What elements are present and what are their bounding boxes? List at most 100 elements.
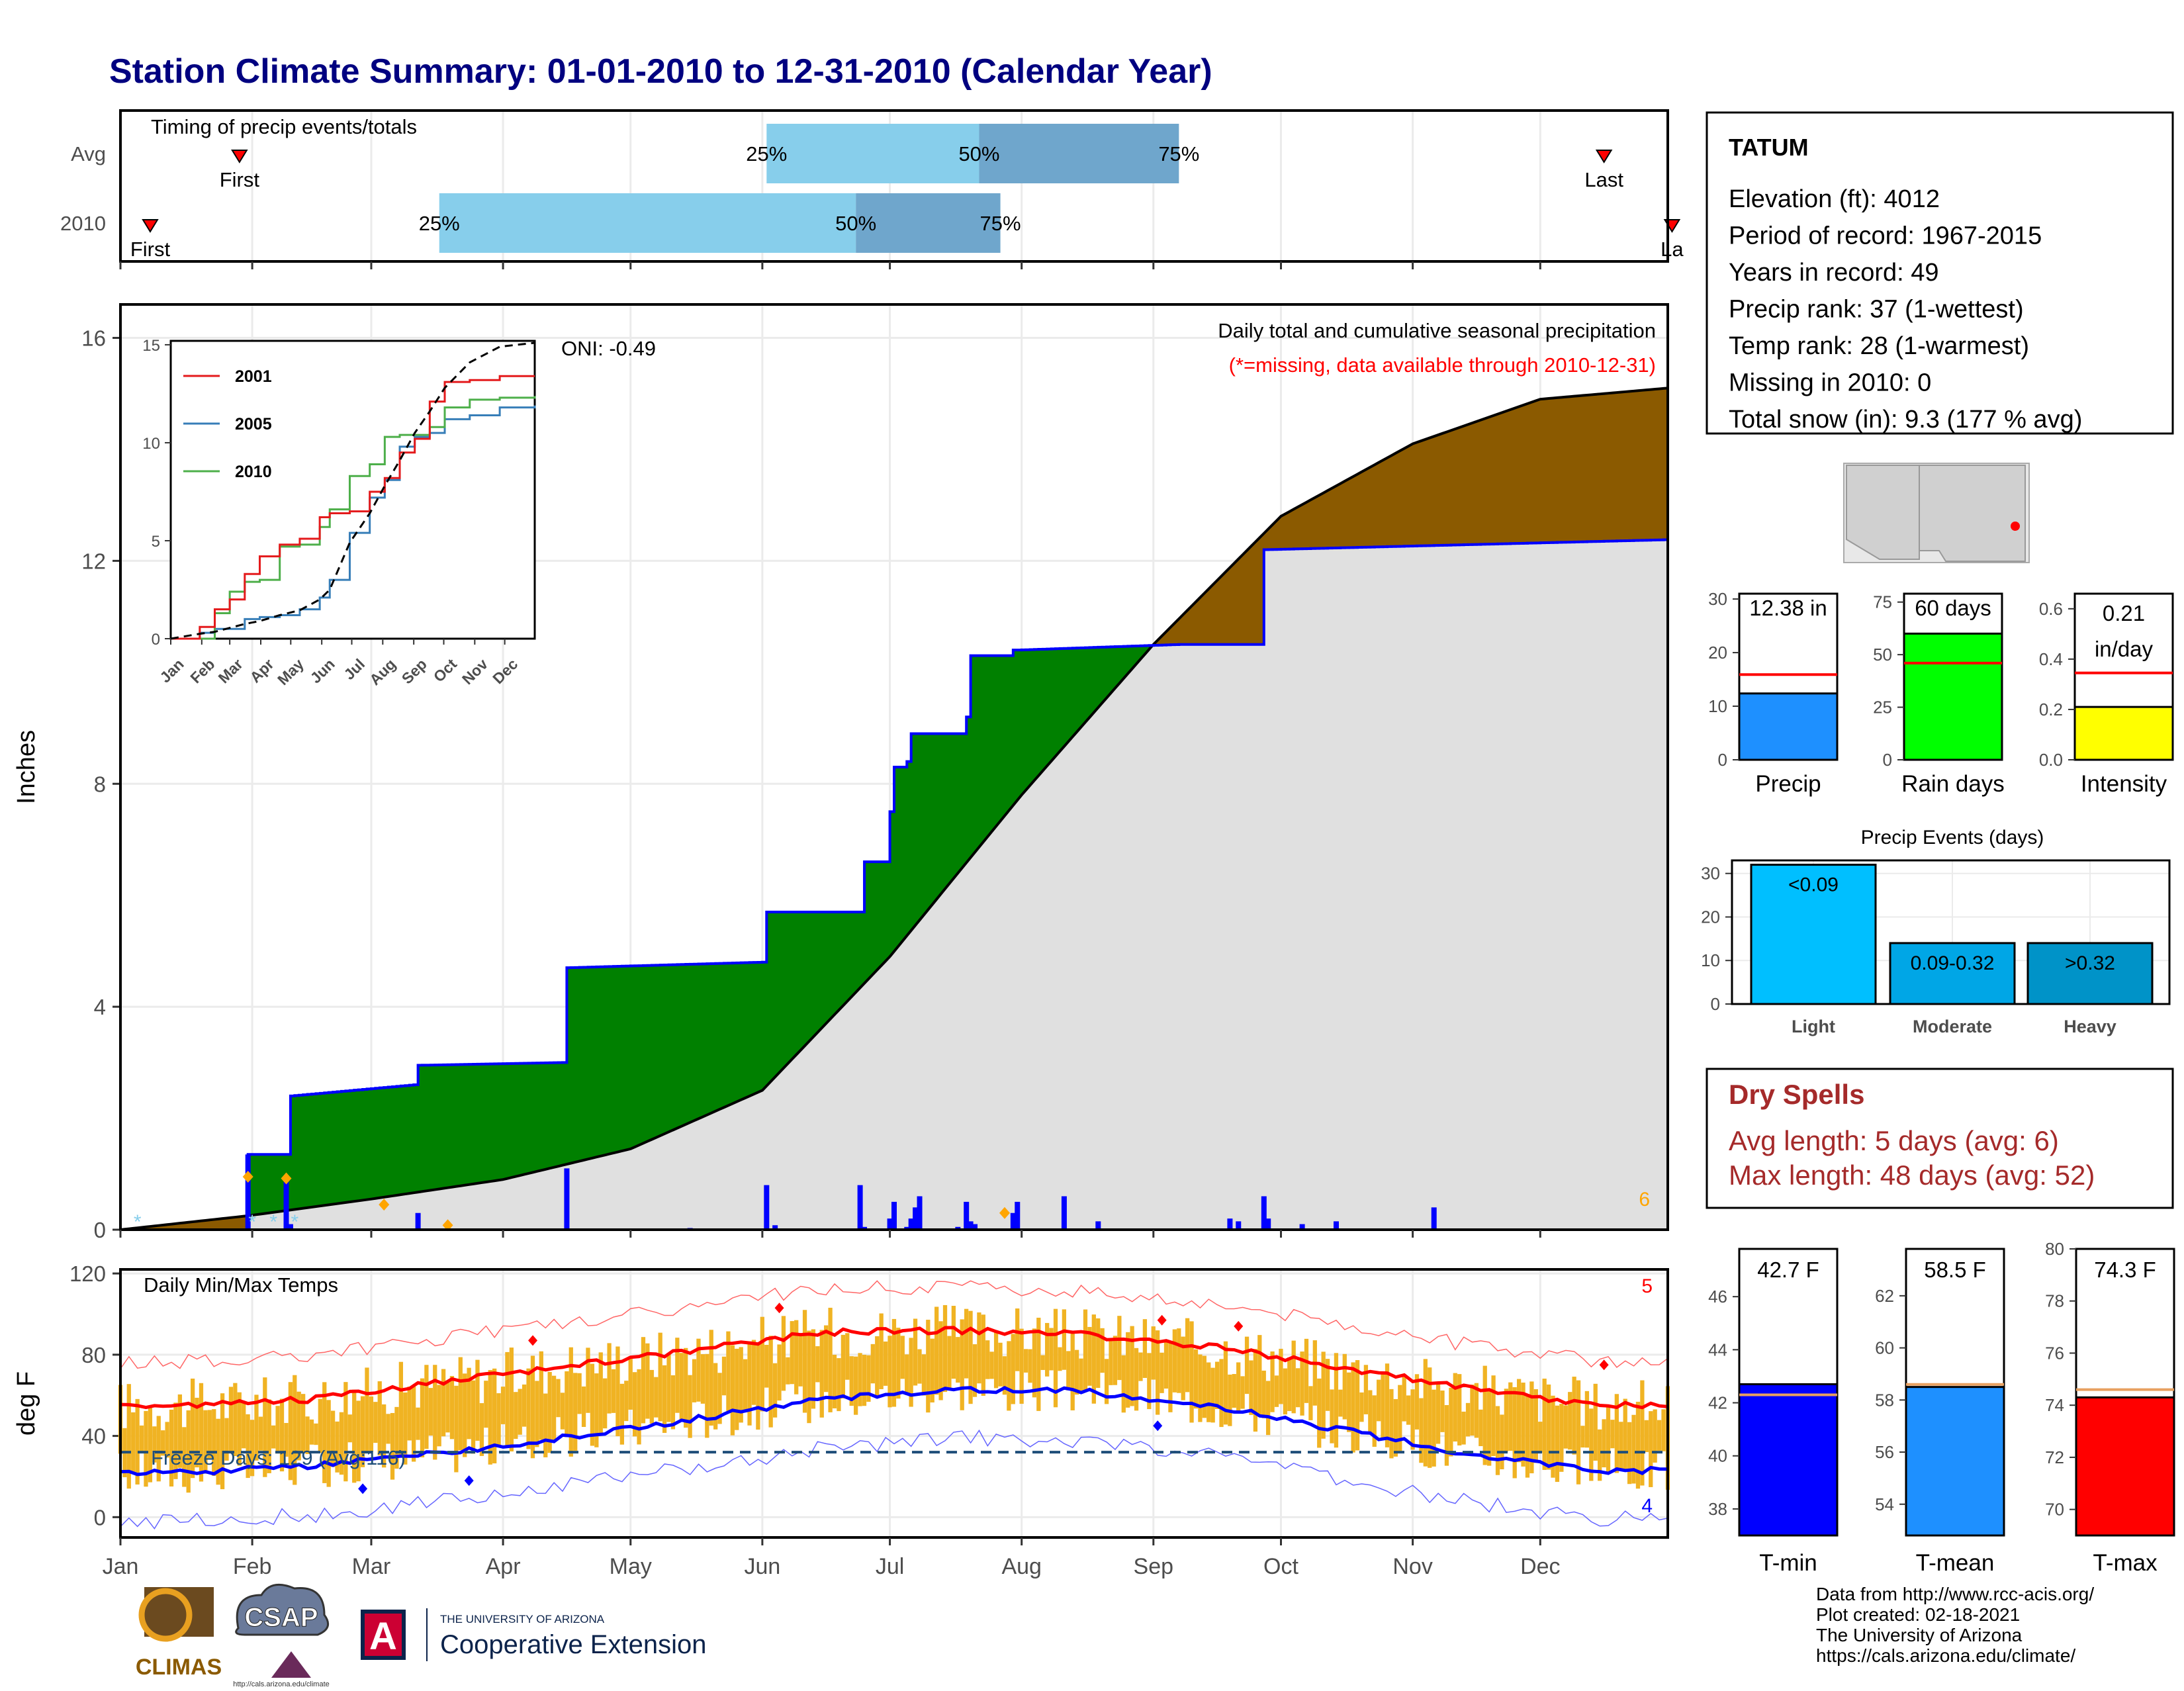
daily-temp-bar bbox=[1551, 1395, 1555, 1478]
daily-temp-bar bbox=[1228, 1374, 1232, 1426]
daily-temp-bar bbox=[1040, 1355, 1045, 1370]
daily-temp-bar bbox=[815, 1346, 820, 1383]
daily-temp-bar bbox=[165, 1422, 169, 1458]
daily-temp-bar bbox=[1479, 1409, 1483, 1447]
daily-temp-bar bbox=[458, 1357, 463, 1451]
daily-precip-bar-11 bbox=[904, 1226, 910, 1230]
daily-temp-bar bbox=[624, 1381, 629, 1422]
daily-temp-bar bbox=[560, 1393, 565, 1430]
daily-temp-bar bbox=[518, 1389, 522, 1435]
event-category-label-2: Heavy bbox=[2064, 1017, 2116, 1036]
daily-temp-bar bbox=[1627, 1422, 1632, 1485]
daily-temp-bar bbox=[1317, 1378, 1322, 1448]
climas-logo-sun bbox=[138, 1588, 193, 1642]
daily-precip-bar-13 bbox=[913, 1207, 919, 1230]
first-marker-1 bbox=[142, 219, 159, 233]
ua-logo-letter: A bbox=[369, 1615, 397, 1658]
daily-temp-bar bbox=[1640, 1380, 1645, 1486]
daily-temp-bar bbox=[1555, 1405, 1560, 1483]
daily-temp-bar bbox=[1325, 1359, 1330, 1411]
daily-precip-bar-12 bbox=[908, 1218, 914, 1230]
daily-temp-bar bbox=[590, 1363, 595, 1446]
daily-temp-bar bbox=[492, 1368, 497, 1464]
daily-precip-bar-22 bbox=[1227, 1218, 1233, 1230]
daily-temp-bar bbox=[441, 1369, 446, 1437]
daily-temp-bar bbox=[1351, 1362, 1355, 1453]
daily-temp-bar bbox=[1406, 1395, 1411, 1425]
daily-temp-bar bbox=[1377, 1379, 1381, 1422]
inset-frame bbox=[169, 340, 536, 640]
event-category-label-1: Moderate bbox=[1913, 1017, 1992, 1036]
daily-temp-bar bbox=[1602, 1419, 1606, 1468]
daily-temp-bar bbox=[1240, 1376, 1245, 1409]
dry-spell-line-0: Avg length: 5 days (avg: 6) bbox=[1729, 1125, 2059, 1156]
daily-temp-bar bbox=[343, 1382, 348, 1482]
precip-ytick-label-2: 8 bbox=[94, 772, 106, 796]
temp-ytick-label-1: 40 bbox=[81, 1424, 106, 1449]
daily-temp-bar bbox=[649, 1369, 654, 1424]
summary-tick-label-0-2: 20 bbox=[1708, 643, 1727, 663]
events-tick-label-0: 0 bbox=[1711, 994, 1720, 1014]
daily-temp-bar bbox=[819, 1330, 824, 1418]
daily-temp-bar bbox=[1661, 1409, 1666, 1451]
daily-temp-bar bbox=[981, 1314, 985, 1396]
snow-marker-1 bbox=[281, 1172, 292, 1185]
daily-temp-bar bbox=[1104, 1359, 1109, 1404]
daily-temp-bar bbox=[500, 1387, 506, 1424]
daily-temp-bar bbox=[1363, 1365, 1369, 1414]
daily-temp-bar bbox=[1079, 1358, 1083, 1394]
daily-temp-bar bbox=[577, 1373, 582, 1414]
daily-temp-bar bbox=[424, 1365, 429, 1449]
daily-temp-bar bbox=[407, 1387, 412, 1441]
daily-temp-bar bbox=[293, 1375, 297, 1485]
temp-frame bbox=[119, 1268, 1669, 1539]
daily-temp-bar bbox=[637, 1369, 641, 1445]
daily-temp-bar bbox=[1440, 1391, 1445, 1432]
freeze-days-label: Freeze Days: 129 (Avg:116) bbox=[151, 1446, 406, 1469]
daily-temp-bar bbox=[1355, 1360, 1360, 1451]
temp-ytick-label-3: 120 bbox=[69, 1261, 106, 1286]
avg-min-temp-line bbox=[120, 1385, 1668, 1477]
daily-temp-bar bbox=[1015, 1308, 1020, 1371]
daily-temp-bar bbox=[305, 1416, 310, 1454]
daily-temp-bar bbox=[794, 1320, 799, 1394]
temp-bar-tick-label-0-1: 40 bbox=[1708, 1446, 1727, 1466]
daily-temp-bar bbox=[386, 1414, 390, 1444]
daily-temp-bar bbox=[1453, 1373, 1457, 1442]
daily-temp-bar bbox=[1423, 1359, 1428, 1467]
daily-temp-bar bbox=[684, 1348, 688, 1428]
first-label-1: First bbox=[130, 238, 171, 261]
daily-temp-bar bbox=[1070, 1330, 1075, 1410]
daily-temp-bar bbox=[688, 1375, 692, 1438]
temp-bar-tick-label-2-3: 76 bbox=[2045, 1343, 2064, 1363]
daily-temp-bar bbox=[998, 1342, 1003, 1387]
daily-precip-bar-0 bbox=[245, 1154, 251, 1230]
daily-temp-bar bbox=[246, 1414, 250, 1479]
daily-temp-bar bbox=[1312, 1340, 1317, 1406]
daily-temp-bar bbox=[1028, 1349, 1032, 1383]
precip-ytick-label-0: 0 bbox=[94, 1218, 106, 1242]
temp-bar-1 bbox=[1905, 1386, 2005, 1537]
event-bar-0 bbox=[1750, 864, 1877, 1005]
quartile-low-bar-1 bbox=[439, 193, 856, 253]
daily-temp-bar bbox=[224, 1418, 229, 1461]
daily-temp-bar bbox=[696, 1338, 701, 1402]
daily-temp-bar bbox=[356, 1400, 361, 1482]
daily-temp-bar bbox=[1083, 1309, 1088, 1391]
timing-row-label-0: Avg bbox=[71, 142, 106, 165]
daily-temp-bar bbox=[139, 1425, 144, 1453]
daily-temp-bar bbox=[807, 1330, 811, 1424]
daily-temp-bar bbox=[335, 1421, 340, 1473]
daily-temp-bar bbox=[1214, 1361, 1220, 1409]
daily-temp-bar bbox=[1449, 1387, 1453, 1457]
daily-temp-bar bbox=[581, 1386, 586, 1428]
daily-temp-bar bbox=[1270, 1351, 1275, 1412]
daily-temp-bar bbox=[365, 1367, 369, 1452]
daily-temp-bar bbox=[1300, 1351, 1304, 1416]
daily-temp-bar bbox=[1359, 1392, 1364, 1422]
temp-corner-top: 5 bbox=[1641, 1275, 1653, 1297]
inset-ytick-label-0: 0 bbox=[152, 631, 160, 649]
daily-temp-bar bbox=[1257, 1335, 1262, 1416]
record-high-marker-3 bbox=[1234, 1320, 1244, 1332]
